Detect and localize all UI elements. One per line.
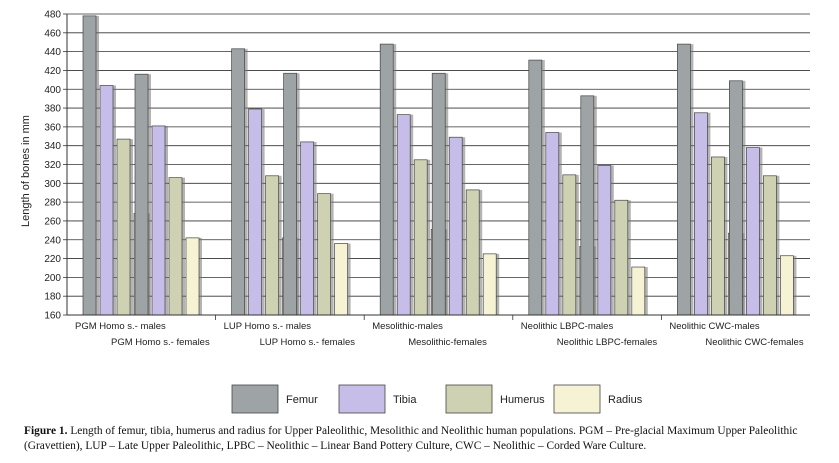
- bar-humerus: [711, 156, 725, 316]
- y-tick-label: 340: [44, 141, 61, 152]
- bars: [82, 15, 797, 316]
- bar-humerus: [413, 159, 428, 316]
- bar-tibia: [597, 165, 612, 316]
- legend-swatch-radius: [553, 384, 601, 414]
- bar-tibia: [746, 147, 760, 316]
- bar-femur: [528, 59, 543, 316]
- bar-femur: [729, 80, 743, 316]
- y-tick-label: 240: [44, 235, 61, 246]
- bar-tibia: [151, 125, 166, 316]
- legend-label-femur: Femur: [286, 394, 318, 406]
- category-label: Mesolithic-males: [372, 321, 443, 332]
- bar-femur: [134, 73, 149, 316]
- bar-femur: [580, 95, 595, 316]
- y-tick-label: 420: [44, 66, 61, 77]
- bar-femur: [231, 48, 245, 316]
- y-tick-label: 160: [44, 311, 61, 322]
- category-label: Neolithic CWC-males: [669, 321, 760, 332]
- y-tick-label: 320: [44, 160, 61, 171]
- legend-swatch-humerus: [445, 384, 493, 414]
- y-tick-label: 480: [44, 10, 61, 21]
- category-label: Mesolithic-females: [408, 337, 487, 348]
- bar-humerus: [168, 177, 183, 316]
- y-tick-label: 380: [44, 104, 61, 115]
- y-tick-label: 440: [44, 47, 61, 58]
- y-tick-label: 180: [44, 292, 61, 303]
- bar-radius: [334, 243, 348, 316]
- bar-humerus: [317, 193, 331, 316]
- bar-femur: [677, 43, 691, 316]
- category-label: Neolithic LBPC-males: [521, 321, 614, 332]
- y-tick-label: 400: [44, 85, 61, 96]
- y-tick-label: 260: [44, 216, 61, 227]
- bar-radius: [482, 253, 497, 316]
- bar-humerus: [265, 175, 279, 316]
- bone-length-chart: 160 180 200 220 240 260 280 300 320 340 360 380 400 4…: [20, 10, 810, 414]
- y-tick-label: 300: [44, 179, 61, 190]
- bar-radius: [780, 255, 794, 316]
- bar-humerus: [614, 199, 629, 316]
- category-label: PGM Homo s.- females: [111, 337, 210, 348]
- bar-tibia: [99, 85, 114, 316]
- category-label: Neolithic CWC-females: [705, 337, 803, 348]
- legend-label-tibia: Tibia: [393, 394, 417, 406]
- bar-femur: [431, 72, 446, 316]
- bar-tibia: [545, 132, 560, 316]
- figure-caption: Figure 1. Length of femur, tibia, humeru…: [24, 424, 836, 454]
- bar-tibia: [248, 108, 262, 316]
- category-label: LUP Homo s.- males: [224, 321, 312, 332]
- y-axis-ticks: 160 180 200 220 240 260 280 300 320 340 360 380 400 4…: [44, 10, 67, 322]
- y-tick-label: 200: [44, 273, 61, 284]
- bar-tibia: [300, 141, 314, 316]
- caption-text: Length of femur, tibia, humerus and radi…: [24, 425, 798, 452]
- bar-femur: [82, 15, 97, 316]
- caption-label: Figure 1.: [24, 425, 68, 437]
- bar-radius: [631, 266, 646, 316]
- y-tick-label: 220: [44, 254, 61, 265]
- bar-humerus: [116, 138, 131, 316]
- y-tick-label: 460: [44, 28, 61, 39]
- legend-label-radius: Radius: [608, 394, 643, 406]
- legend-swatch-tibia: [338, 384, 386, 414]
- bar-tibia: [694, 112, 708, 316]
- bar-humerus: [562, 174, 577, 316]
- bar-femur: [283, 72, 297, 316]
- legend: Femur Tibia Humerus Radius: [231, 384, 643, 414]
- y-tick-label: 280: [44, 198, 61, 209]
- bar-humerus: [465, 189, 480, 316]
- bar-radius: [185, 237, 200, 316]
- y-tick-label: 360: [44, 122, 61, 133]
- category-label: LUP Homo s.- females: [260, 337, 356, 348]
- legend-label-humerus: Humerus: [500, 394, 545, 406]
- bar-tibia: [396, 114, 411, 316]
- bar-humerus: [763, 175, 777, 316]
- legend-swatch-femur: [231, 384, 279, 414]
- axes: [66, 14, 810, 320]
- y-axis-label: Length of bones in mm: [20, 115, 32, 227]
- category-label: PGM Homo s.- males: [75, 321, 166, 332]
- category-label: Neolithic LBPC-females: [557, 337, 658, 348]
- bar-femur: [379, 43, 394, 316]
- category-labels: PGM Homo s.- males PGM Homo s.- females LU…: [75, 321, 804, 348]
- bar-tibia: [448, 136, 463, 316]
